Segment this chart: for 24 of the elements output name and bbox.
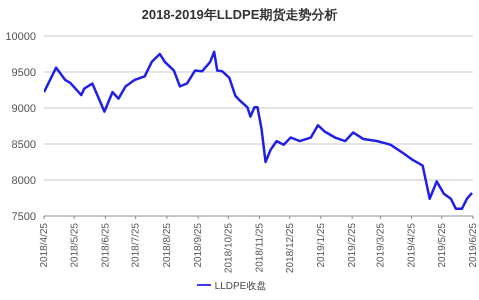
y-tick-label: 10000	[5, 30, 36, 43]
x-tick-label: 2019/3/25	[375, 222, 386, 268]
x-tick-label: 2018/7/25	[130, 222, 142, 268]
chart-title: 2018-2019年LLDPE期货走势分析	[140, 6, 338, 24]
x-tick-label: 2018/11/25	[254, 222, 266, 272]
x-tick-label: 2019/6/25	[468, 222, 479, 268]
x-tick-label: 2018/9/25	[193, 222, 204, 268]
y-tick-label: 9500	[12, 66, 36, 79]
y-tick-label: 8000	[12, 174, 36, 187]
line-series	[44, 50, 473, 210]
x-tick-label: 2018/8/25	[162, 222, 173, 268]
x-tick-label: 2019/4/25	[406, 222, 418, 268]
x-tick-label: 2018/4/25	[39, 222, 50, 268]
legend-label: LLDPE收盘	[214, 281, 266, 292]
x-tick-label: 2018/5/25	[69, 222, 80, 268]
y-tick-label: 7500	[12, 210, 36, 223]
x-tick-label: 2019/5/25	[436, 222, 448, 268]
x-tick-label: 2018/10/25	[223, 222, 234, 274]
x-tick-label: 2019/1/25	[316, 222, 328, 268]
y-tick-label: 8500	[12, 138, 36, 151]
x-tick-label: 2019/2/25	[347, 222, 358, 268]
y-tick-label: 9000	[12, 102, 36, 115]
x-tick-label: 2018/12/25	[284, 222, 296, 274]
x-tick-label: 2018/6/25	[100, 222, 112, 268]
